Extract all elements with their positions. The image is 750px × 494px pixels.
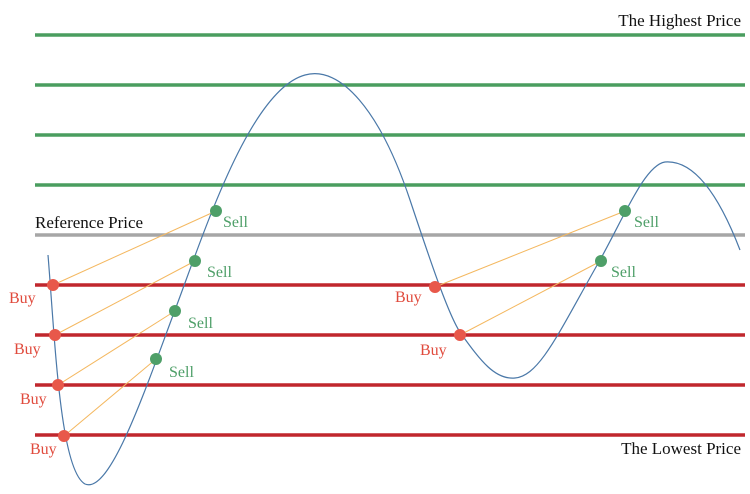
sell-label: Sell	[207, 264, 232, 281]
sell-label: Sell	[611, 264, 636, 281]
buy-label: Buy	[9, 290, 36, 307]
buy-point	[49, 329, 61, 341]
trade-connector	[459, 260, 602, 336]
buy-label: Buy	[30, 441, 57, 458]
buy-point	[429, 281, 441, 293]
trade-connector	[52, 210, 217, 286]
sell-point	[210, 205, 222, 217]
trade-connectors	[52, 210, 626, 437]
trade-connector	[434, 210, 626, 288]
sell-point	[595, 255, 607, 267]
buy-points	[47, 279, 466, 442]
trade-connector	[57, 310, 176, 386]
sell-label: Sell	[188, 315, 213, 332]
buy-point	[58, 430, 70, 442]
buy-label: Buy	[14, 341, 41, 358]
sell-point	[169, 305, 181, 317]
price-curve	[47, 73, 741, 486]
buy-point	[47, 279, 59, 291]
buy-point	[454, 329, 466, 341]
sell-labels: Sell Sell Sell Sell Sell Sell	[169, 214, 659, 381]
highest-price-label: The Highest Price	[618, 11, 741, 30]
buy-label: Buy	[20, 391, 47, 408]
trade-connector	[54, 260, 196, 336]
buy-labels: Buy Buy Buy Buy Buy Buy	[9, 289, 447, 458]
sell-point	[150, 353, 162, 365]
trade-connector	[63, 358, 157, 437]
sell-label: Sell	[223, 214, 248, 231]
sell-label: Sell	[169, 364, 194, 381]
reference-price-label: Reference Price	[35, 213, 143, 232]
sell-point	[619, 205, 631, 217]
buy-grid-lines	[35, 283, 745, 437]
buy-label: Buy	[420, 342, 447, 359]
sell-grid-lines	[35, 33, 745, 187]
buy-point	[52, 379, 64, 391]
buy-label: Buy	[395, 289, 422, 306]
sell-label: Sell	[634, 214, 659, 231]
sell-points	[150, 205, 631, 365]
sell-point	[189, 255, 201, 267]
lowest-price-label: The Lowest Price	[621, 439, 741, 458]
